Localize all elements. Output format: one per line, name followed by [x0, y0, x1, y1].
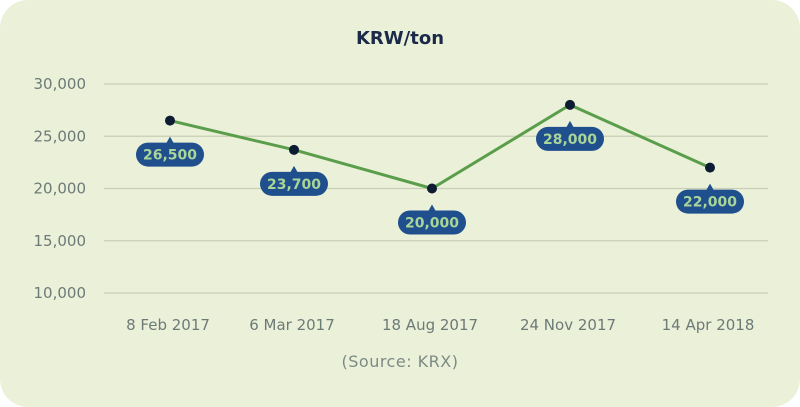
data-label-bg	[536, 126, 604, 151]
x-tick-label: 24 Nov 2017	[520, 316, 616, 334]
y-tick-label: 30,000	[34, 75, 87, 93]
data-label: 20,000	[398, 204, 466, 235]
data-label-bg	[136, 142, 204, 167]
data-point	[427, 183, 437, 194]
data-label-bg	[260, 171, 328, 196]
data-label-bg	[676, 189, 744, 214]
data-label-bg	[398, 210, 466, 235]
data-point	[565, 99, 575, 110]
data-point	[705, 162, 715, 173]
series-line	[169, 103, 711, 190]
data-point	[289, 144, 299, 155]
data-label-text: 20,000	[405, 216, 459, 232]
x-tick-label: 18 Aug 2017	[382, 316, 478, 334]
data-label: 26,500	[136, 136, 204, 167]
data-label: 23,700	[260, 165, 328, 196]
data-label-pointer	[706, 183, 714, 191]
y-tick-label: 25,000	[34, 127, 87, 145]
y-tick-label: 15,000	[34, 232, 87, 250]
data-label-text: 26,500	[143, 148, 197, 164]
x-tick-label: 8 Feb 2017	[126, 316, 210, 334]
data-label-pointer	[166, 136, 174, 144]
data-label: 28,000	[536, 120, 604, 151]
chart-title: KRW/ton	[355, 28, 445, 49]
data-label-pointer	[290, 165, 298, 173]
data-label-text: 23,700	[267, 177, 321, 193]
chart-source: (Source: KRX)	[341, 352, 459, 371]
y-tick-label: 10,000	[34, 284, 87, 302]
y-tick-label: 20,000	[34, 180, 87, 198]
data-label-pointer	[566, 120, 574, 128]
x-tick-label: 6 Mar 2017	[249, 316, 335, 334]
x-tick-label: 14 Apr 2018	[662, 316, 755, 334]
data-label-text: 22,000	[683, 195, 737, 211]
data-label-text: 28,000	[543, 132, 597, 148]
data-label-pointer	[428, 204, 436, 212]
data-point	[165, 115, 175, 126]
data-label: 22,000	[676, 183, 744, 214]
